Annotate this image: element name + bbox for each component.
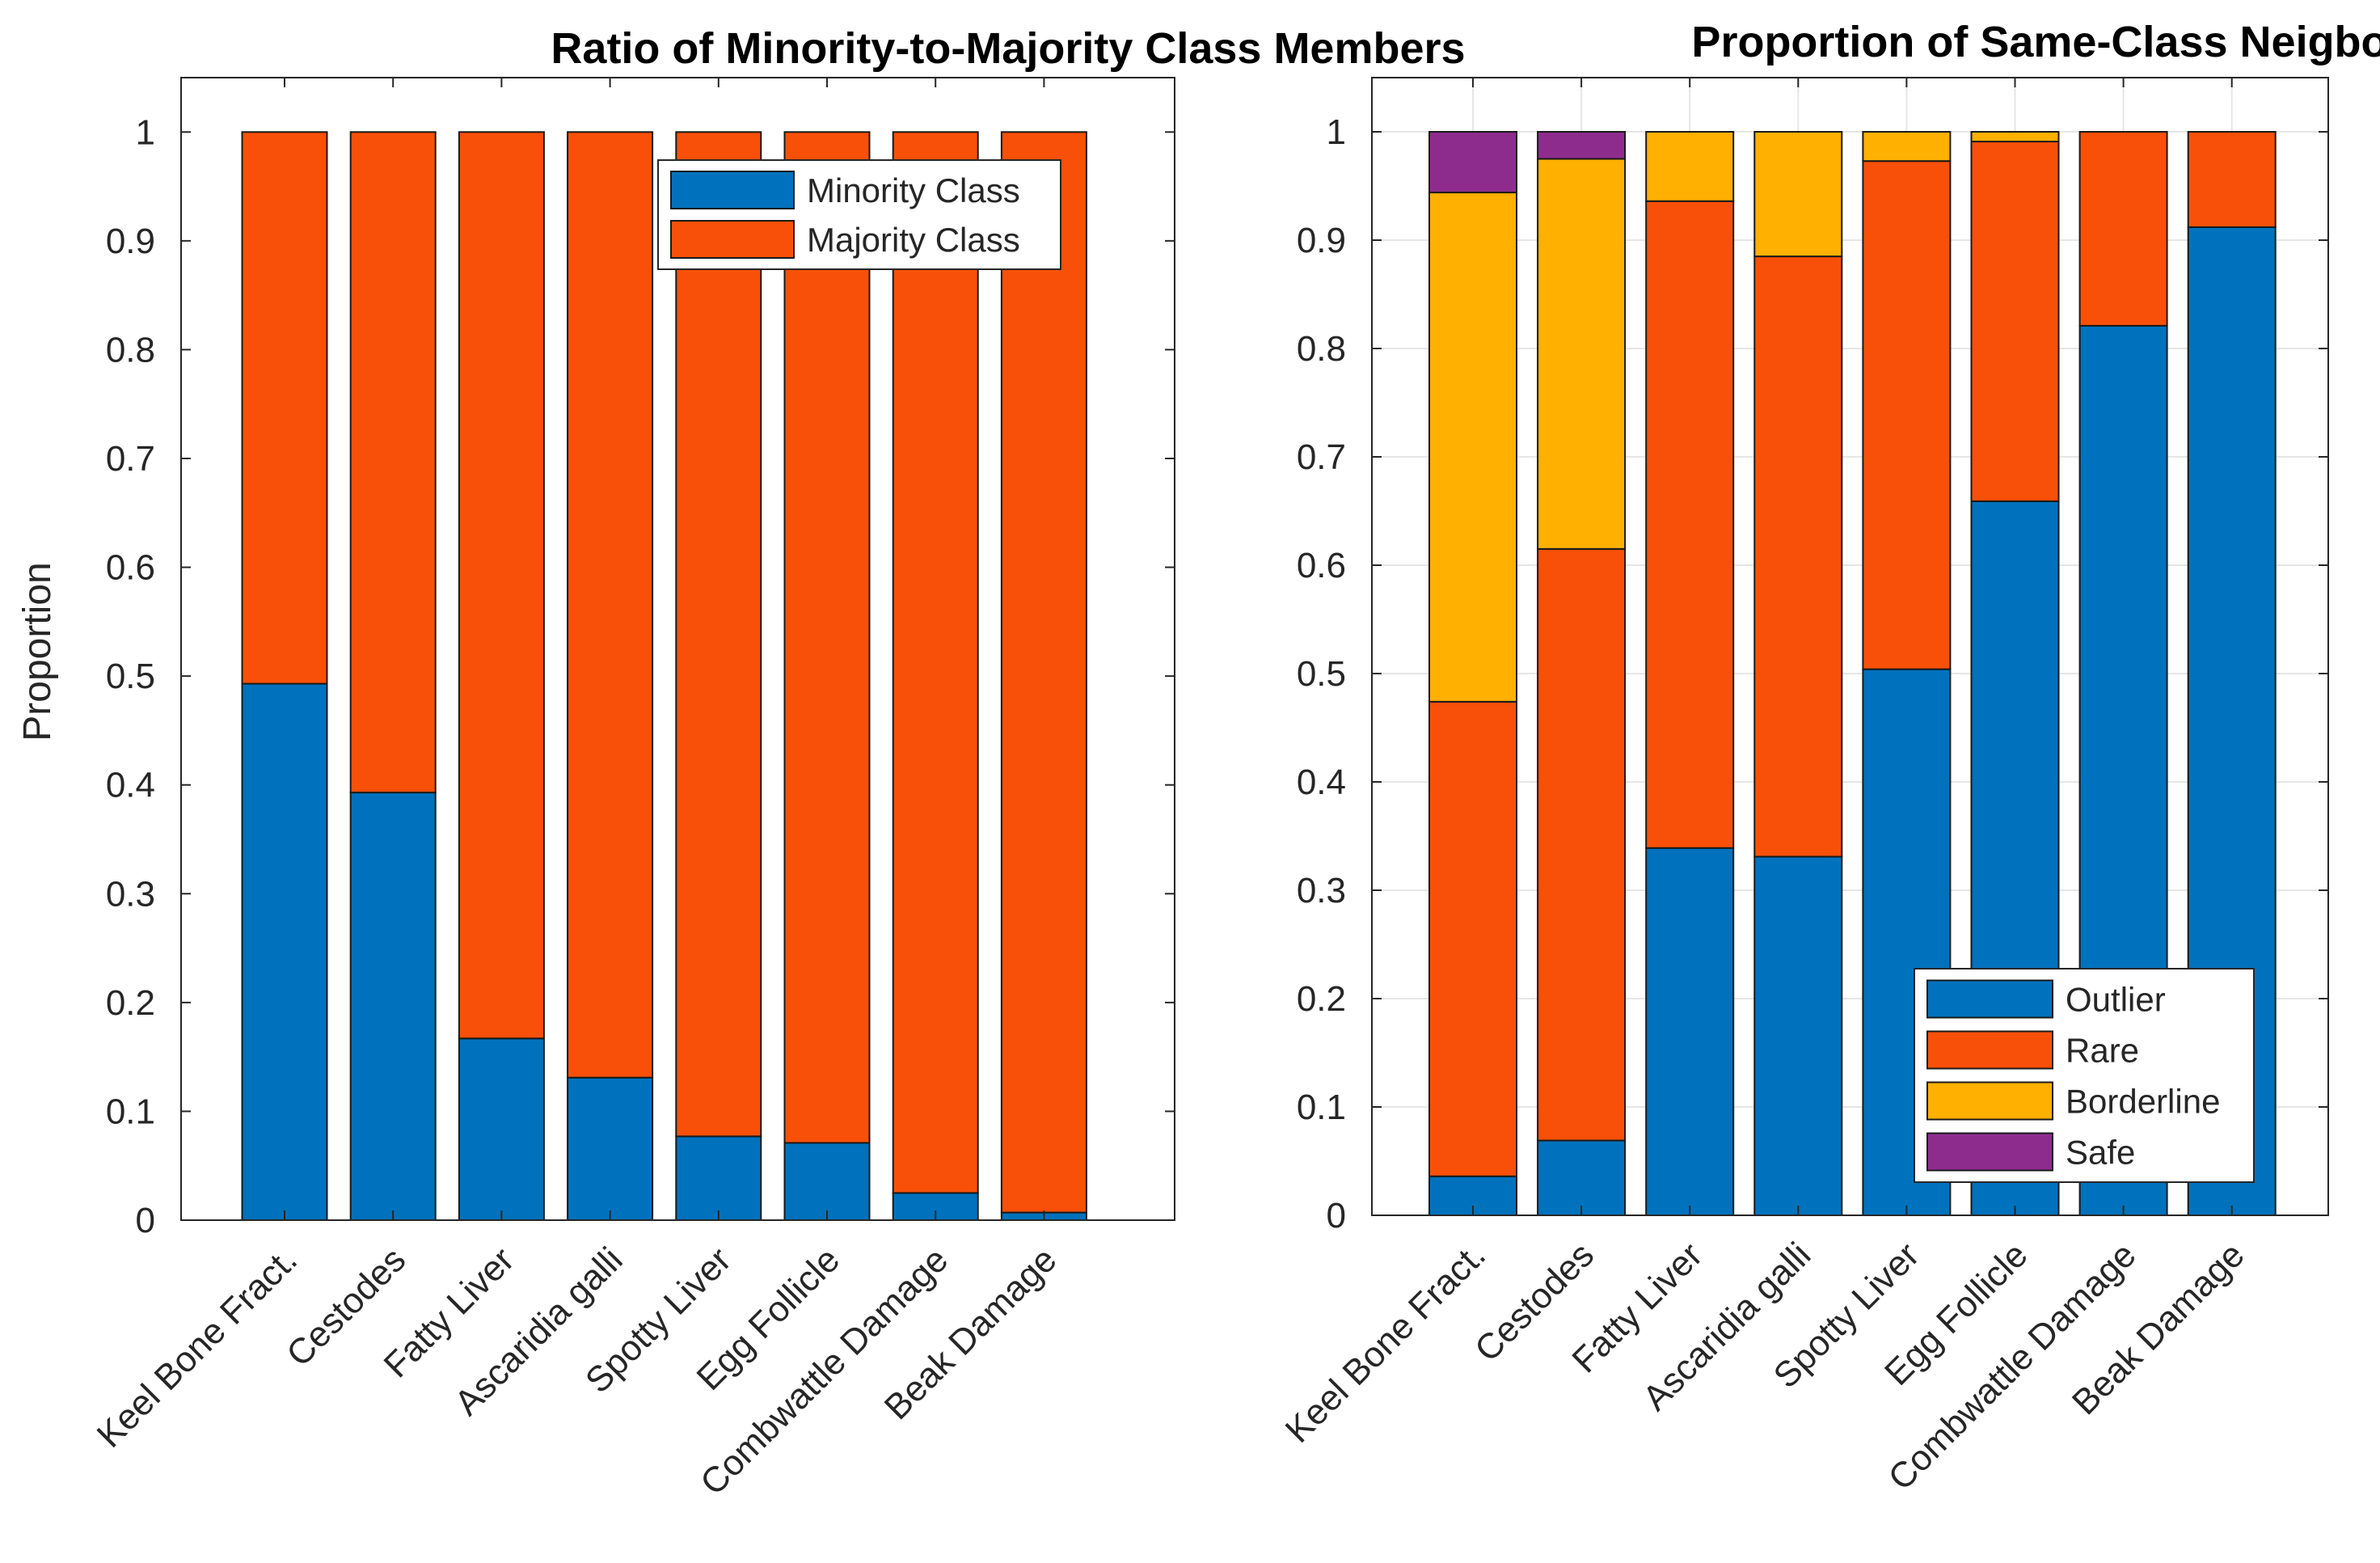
y-tick-label: 1 [1327, 112, 1346, 152]
y-tick-label: 0.5 [1297, 654, 1346, 694]
y-tick-label: 0.4 [106, 766, 155, 805]
bar-outlier-fatty-liver [1645, 847, 1735, 1216]
bar-rare-fatty-liver [1645, 200, 1735, 849]
legend-swatch-rare [1926, 1030, 2053, 1070]
bar-minority-class-keel-bone-fract [241, 682, 328, 1221]
y-tick-label: 0.3 [1297, 871, 1346, 910]
legend-swatch-safe [1926, 1132, 2053, 1172]
y-tick-label: 0.1 [1297, 1088, 1346, 1127]
bar-majority-class-beak-damage [1000, 131, 1087, 1214]
y-axis-ticks: 0 0.1 0.2 0.3 0.4 0.5 0.6 0.7 0.8 0.9 1 [1297, 78, 2328, 1236]
y-tick-label: 0.5 [106, 657, 155, 696]
bar-majority-class-cestodes [349, 131, 437, 794]
legend-label-minority-class: Minority Class [807, 171, 1020, 209]
y-tick-label: 0.8 [1297, 329, 1346, 369]
chart-title: Ratio of Minority-to-Majority Class Memb… [551, 24, 1465, 73]
legend-swatch-borderline [1926, 1081, 2053, 1121]
bar-majority-class-ascaridia-galli [567, 131, 654, 1079]
bar-minority-class-fatty-liver [458, 1037, 545, 1222]
legend-label-borderline: Borderline [2066, 1083, 2220, 1121]
bar-borderline-fatty-liver [1645, 131, 1735, 202]
legend-label-outlier: Outlier [2066, 981, 2166, 1019]
bar-rare-combwattle-damage [2078, 131, 2168, 327]
bar-borderline-cestodes [1537, 158, 1627, 550]
legend-swatch-outlier [1926, 979, 2053, 1019]
bar-majority-class-fatty-liver [458, 131, 545, 1040]
axes-box [1371, 77, 2329, 1216]
bar-rare-beak-damage [2187, 131, 2277, 228]
y-tick-label: 0.7 [1297, 437, 1346, 477]
bar-borderline-keel-bone-fract [1428, 192, 1517, 703]
bar-minority-class-spotty-liver [675, 1135, 762, 1222]
y-tick-label: 0.6 [106, 548, 155, 588]
bar-rare-keel-bone-fract [1428, 700, 1517, 1177]
y-tick-label: 0.1 [106, 1092, 155, 1131]
bar-outlier-cestodes [1537, 1139, 1627, 1217]
bar-borderline-spotty-liver [1862, 131, 1952, 163]
chart-same-class-neighbours: Proportion of Same-Class Neigbours 00.10… [1278, 18, 2380, 1498]
y-tick-label: 1 [136, 112, 155, 152]
y-axis-ticks: 0 0.1 0.2 0.3 0.4 0.5 0.6 0.7 0.8 0.9 1 [106, 78, 1175, 1240]
y-tick-label: 0 [136, 1201, 155, 1240]
bar-minority-class-ascaridia-galli [567, 1076, 654, 1221]
bar-safe-keel-bone-fract [1428, 131, 1517, 194]
bar-rare-cestodes [1537, 547, 1627, 1142]
y-tick-label: 0.3 [106, 874, 155, 914]
y-tick-label: 0.8 [106, 330, 155, 370]
bar-majority-class-spotty-liver [675, 131, 762, 1138]
bar-majority-class-egg-follicle [783, 131, 871, 1144]
y-tick-label: 0.6 [1297, 546, 1346, 585]
legend-swatch-majority-class [670, 220, 795, 259]
bar-safe-cestodes [1537, 131, 1627, 160]
chart-title: Proportion of Same-Class Neigbours [1691, 18, 2380, 66]
bar-minority-class-cestodes [349, 792, 437, 1221]
y-tick-label: 0.2 [106, 983, 155, 1023]
bar-borderline-egg-follicle [1970, 131, 2060, 143]
bars [241, 131, 1087, 1222]
legend-label-majority-class: Majority Class [807, 221, 1020, 259]
bar-majority-class-combwattle-damage [892, 131, 979, 1194]
legend-swatch-minority-class [670, 171, 795, 209]
legend: Minority Class Majority Class [657, 159, 1061, 270]
y-tick-label: 0.7 [106, 439, 155, 479]
y-axis-label: Proportion [16, 562, 59, 741]
y-tick-label: 0.4 [1297, 762, 1346, 802]
y-tick-label: 0 [1327, 1196, 1346, 1236]
bar-outlier-ascaridia-galli [1753, 855, 1843, 1216]
bar-rare-egg-follicle [1970, 141, 2060, 502]
axes-box [180, 77, 1175, 1221]
bar-minority-class-egg-follicle [783, 1142, 871, 1222]
y-tick-label: 0.2 [1297, 979, 1346, 1019]
legend-label-safe: Safe [2066, 1134, 2135, 1172]
legend-label-rare: Rare [2066, 1032, 2139, 1070]
y-tick-label: 0.9 [106, 222, 155, 261]
legend: Outlier Rare Borderline Safe [1914, 968, 2255, 1183]
y-tick-label: 0.9 [1297, 221, 1346, 260]
bar-borderline-ascaridia-galli [1753, 131, 1843, 258]
bar-majority-class-keel-bone-fract [241, 131, 328, 685]
bar-rare-ascaridia-galli [1753, 256, 1843, 858]
bar-rare-spotty-liver [1862, 160, 1952, 670]
